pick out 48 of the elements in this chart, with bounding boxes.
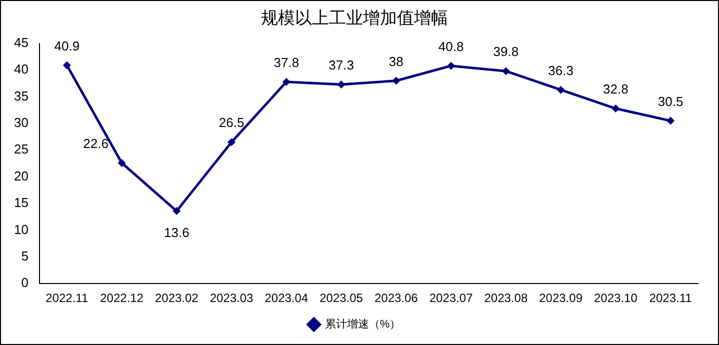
x-tick-label: 2023.09 [539, 291, 583, 306]
point [172, 207, 181, 216]
point [556, 86, 565, 94]
x-tick-label: 2023.06 [374, 291, 418, 306]
point [502, 67, 510, 76]
y-tick-label: 10 [14, 222, 28, 237]
x-tick-label: 2023.04 [264, 291, 308, 306]
data-label: 26.5 [218, 115, 244, 130]
data-label: 32.8 [603, 82, 628, 97]
point [337, 80, 346, 88]
x-tick-label: 2022.12 [100, 291, 144, 306]
data-label: 40.9 [54, 38, 80, 54]
data-label: 30.5 [658, 94, 684, 109]
y-tick-label: 40 [14, 62, 28, 77]
data-label: 39.8 [493, 44, 519, 60]
x-tick-label: 2023.03 [210, 291, 254, 306]
data-label: 13.6 [164, 225, 190, 240]
y-tick-label: 30 [14, 115, 28, 130]
y-tick-label: 15 [14, 195, 28, 210]
y-tick-label: 45 [14, 34, 28, 50]
data-label: 36.3 [548, 62, 574, 78]
point [666, 116, 675, 125]
x-tick-label: 2023.05 [320, 291, 364, 306]
x-tick-label: 2022.11 [46, 291, 88, 306]
x-tick-label: 2023.07 [429, 291, 474, 306]
y-tick-label: 35 [14, 88, 28, 104]
point [447, 62, 456, 70]
data-label: 22.6 [83, 136, 108, 152]
point [612, 104, 620, 113]
point [62, 61, 71, 70]
x-tick-label: 2023.10 [594, 291, 638, 306]
legend-label: 累计增速（%） [324, 318, 401, 331]
x-tick-label: 2023.11 [649, 291, 692, 306]
y-tick-label: 20 [14, 168, 28, 184]
data-label: 38 [388, 54, 404, 69]
data-label: 37.3 [328, 58, 354, 73]
point [118, 158, 126, 167]
point [282, 78, 290, 86]
data-label: 40.8 [438, 38, 464, 54]
y-tick-label: 0 [21, 275, 28, 290]
data-label: 37.8 [274, 54, 300, 70]
chart-title: 规模以上工业增加值增幅 [261, 8, 448, 28]
x-tick-label: 2023.02 [154, 291, 199, 306]
y-tick-label: 25 [14, 142, 28, 157]
x-tick-label: 2023.08 [484, 291, 528, 306]
point [228, 138, 236, 146]
point [392, 76, 400, 85]
y-tick-label: 5 [21, 248, 28, 264]
